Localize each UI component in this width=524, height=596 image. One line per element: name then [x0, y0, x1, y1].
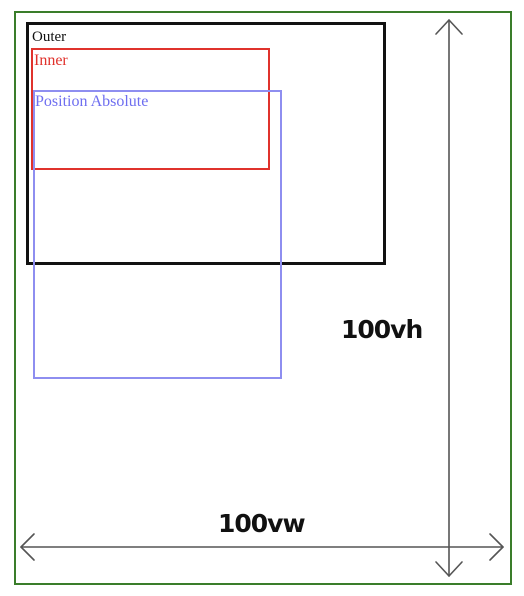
position-absolute-label: Position Absolute: [35, 93, 149, 110]
viewport-height-label: 100vh: [341, 315, 423, 344]
outer-box: Outer: [26, 22, 386, 265]
outer-label: Outer: [32, 29, 67, 45]
inner-box: Inner: [31, 48, 270, 170]
inner-label: Inner: [34, 52, 68, 69]
viewport-frame: [14, 11, 512, 585]
position-absolute-box: Position Absolute: [33, 90, 282, 379]
viewport-width-label: 100vw: [218, 509, 306, 538]
